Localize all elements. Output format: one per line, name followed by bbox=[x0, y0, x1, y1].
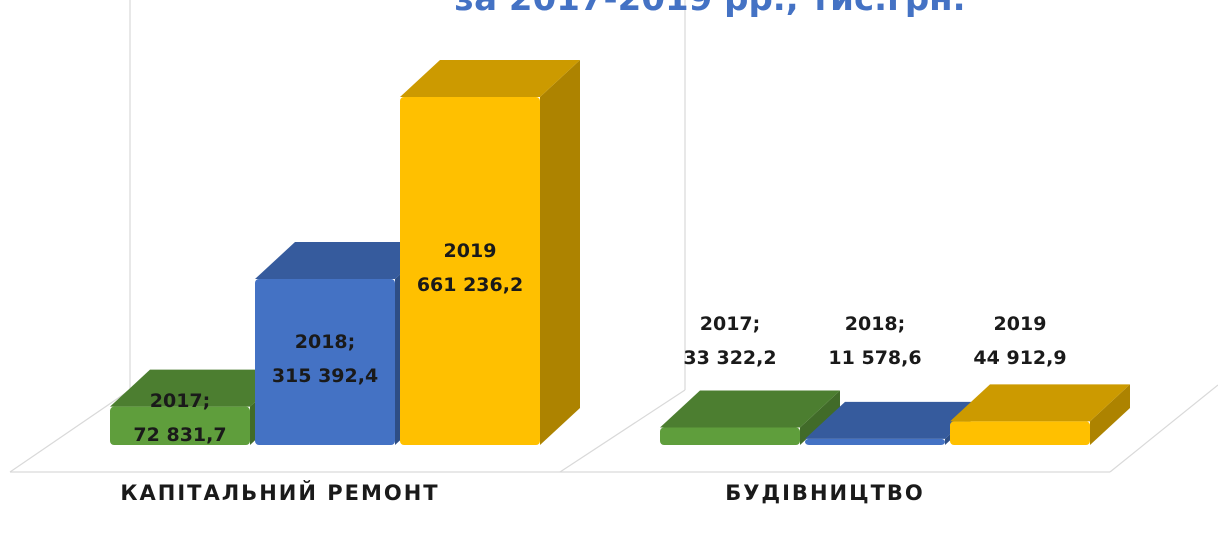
category-label: БУДІВНИЦТВО bbox=[725, 481, 925, 505]
data-label-name: 2019 bbox=[444, 240, 497, 262]
data-label-name: 2017; bbox=[700, 313, 760, 335]
data-label-name: 2018; bbox=[845, 313, 905, 335]
data-label: 661 236,2 bbox=[417, 274, 523, 296]
bar-top bbox=[805, 401, 985, 439]
bar-side bbox=[540, 60, 580, 445]
bar bbox=[660, 390, 840, 445]
bar-side bbox=[1090, 384, 1130, 445]
bar bbox=[400, 60, 580, 445]
bar-front bbox=[805, 438, 945, 445]
bar-front bbox=[660, 427, 800, 445]
data-label-name: 2017; bbox=[150, 390, 210, 412]
bar-top bbox=[400, 60, 580, 97]
bar-front bbox=[400, 97, 540, 445]
data-label: 11 578,6 bbox=[828, 347, 921, 369]
floor bbox=[9, 0, 1218, 473]
data-label: 315 392,4 bbox=[272, 365, 378, 387]
data-label: 44 912,9 bbox=[973, 347, 1066, 369]
bar-front bbox=[255, 279, 395, 445]
data-label-name: 2019 bbox=[994, 313, 1047, 335]
chart-title: за 2017-2019 рр., тис.грн. bbox=[454, 0, 965, 19]
bar-front bbox=[950, 421, 1090, 445]
bar-top bbox=[110, 369, 290, 407]
bar-top bbox=[255, 242, 435, 280]
bar bbox=[950, 384, 1130, 445]
data-label-name: 2018; bbox=[295, 331, 355, 353]
bar-front bbox=[110, 406, 250, 445]
data-label: 72 831,7 bbox=[133, 424, 226, 446]
bar-top bbox=[950, 384, 1130, 422]
data-label: 33 322,2 bbox=[683, 347, 776, 369]
bar-top bbox=[660, 390, 840, 428]
category-label: КАПІТАЛЬНИЙ РЕМОНТ bbox=[120, 480, 439, 505]
bar-side bbox=[800, 390, 840, 445]
